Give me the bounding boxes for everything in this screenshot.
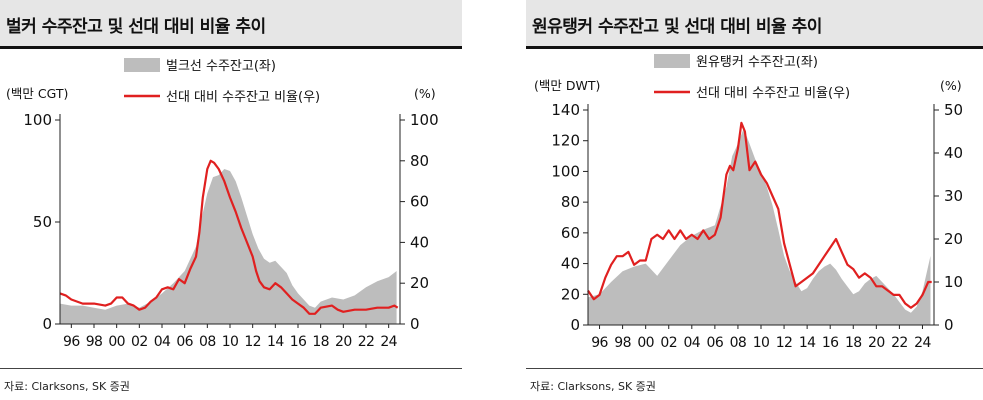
x-tick-label: 08: [199, 334, 216, 350]
x-tick-label: 22: [891, 335, 908, 351]
source-note: 자료: Clarksons, SK 증권: [4, 380, 130, 393]
left-y-tick-label: 0: [570, 316, 580, 334]
source-note: 자료: Clarksons, SK 증권: [530, 380, 656, 393]
orderbook-ratio-line-series: [59, 159, 399, 315]
x-tick-label: 16: [822, 335, 839, 351]
x-tick-label: 12: [776, 335, 793, 351]
bulker-chart: 0 50 100 0 20 40 60 80 100 96 98 00 02 04 06 08 10 12 14 16…: [6, 58, 439, 350]
left-y-tick-label: 140: [551, 101, 580, 119]
right-y-tick-label: 100: [410, 111, 439, 129]
left-y-tick-label: 100: [551, 162, 580, 180]
left-y-tick-label: 50: [33, 213, 52, 231]
x-tick-label: 18: [312, 334, 329, 350]
x-tick-label: 04: [683, 335, 700, 351]
x-tick-label: 16: [290, 334, 307, 350]
left-y-tick-label: 60: [561, 224, 580, 242]
x-tick-label: 24: [380, 334, 397, 350]
x-tick-label: 98: [86, 334, 103, 350]
right-y-tick-label: 0: [944, 316, 954, 334]
bulker-chart-panel: 벌커 수주잔고 및 선대 대비 비율 추이 0 50 100 0 20 40 60 80 100…: [0, 0, 462, 400]
x-tick-label: 14: [267, 334, 284, 350]
x-tick-label: 20: [868, 335, 885, 351]
orderbook-ratio-line-series: [587, 121, 932, 309]
x-tick-label: 98: [614, 335, 631, 351]
x-tick-label: 06: [176, 334, 193, 350]
left-axis-unit: (백만 DWT): [534, 78, 600, 93]
x-tick-label: 20: [335, 334, 352, 350]
x-tick-label: 02: [660, 335, 677, 351]
chart-title: 원유탱커 수주잔고 및 선대 대비 비율 추이: [532, 17, 822, 37]
tanker-chart-panel: 원유탱커 수주잔고 및 선대 대비 비율 추이 0 20 40 60 80 100 120 1…: [526, 0, 983, 400]
left-y-tick-label: 80: [561, 193, 580, 211]
orderbook-area-series: [60, 169, 397, 324]
orderbook-area-series: [588, 128, 931, 325]
x-tick-label: 22: [358, 334, 375, 350]
x-tick-label: 14: [799, 335, 816, 351]
right-y-tick-label: 10: [944, 273, 963, 291]
x-tick-label: 04: [154, 334, 171, 350]
left-y-tick-label: 20: [561, 285, 580, 303]
right-y-tick-label: 80: [410, 152, 429, 170]
title-bar: 벌커 수주잔고 및 선대 대비 비율 추이: [0, 0, 462, 46]
x-tick-label: 00: [637, 335, 654, 351]
right-y-tick-label: 30: [944, 187, 963, 205]
title-rule: [0, 46, 462, 49]
left-axis-unit: (백만 CGT): [6, 86, 68, 101]
right-y-tick-label: 40: [944, 144, 963, 162]
title-rule: [526, 46, 983, 49]
bottom-rule: [526, 368, 983, 369]
right-axis-unit: (%): [414, 86, 436, 101]
left-y-tick-label: 40: [561, 255, 580, 273]
chart-title: 벌커 수주잔고 및 선대 대비 비율 추이: [6, 17, 266, 37]
legend-label-line: 선대 대비 수주잔고 비율(우): [166, 90, 320, 105]
legend-label-line: 선대 대비 수주잔고 비율(우): [696, 86, 850, 101]
x-tick-label: 02: [131, 334, 148, 350]
tanker-chart: 0 20 40 60 80 100 120 140 0 10 20 30 40 50 96 98 00 02 04 0…: [534, 54, 963, 351]
left-y-tick-label: 0: [42, 315, 52, 333]
x-tick-label: 10: [753, 335, 770, 351]
right-y-tick-label: 20: [944, 230, 963, 248]
x-tick-label: 18: [845, 335, 862, 351]
x-tick-label: 96: [591, 335, 608, 351]
title-bar: 원유탱커 수주잔고 및 선대 대비 비율 추이: [526, 0, 983, 46]
left-y-tick-label: 100: [23, 111, 52, 129]
left-y-tick-label: 120: [551, 132, 580, 150]
right-y-tick-label: 40: [410, 233, 429, 251]
right-axis-unit: (%): [940, 78, 962, 93]
legend-label-area: 원유탱커 수주잔고(좌): [696, 55, 818, 70]
x-tick-label: 96: [63, 334, 80, 350]
right-y-tick-label: 20: [410, 274, 429, 292]
right-y-tick-label: 60: [410, 193, 429, 211]
x-tick-label: 12: [244, 334, 261, 350]
bottom-rule: [0, 368, 462, 369]
right-y-tick-label: 0: [410, 315, 420, 333]
legend-label-area: 벌크선 수주잔고(좌): [166, 59, 276, 74]
x-tick-label: 10: [222, 334, 239, 350]
x-tick-label: 00: [108, 334, 125, 350]
x-tick-label: 06: [707, 335, 724, 351]
x-tick-label: 08: [730, 335, 747, 351]
x-tick-label: 24: [914, 335, 931, 351]
legend-swatch-area: [654, 54, 690, 68]
right-y-tick-label: 50: [944, 101, 963, 119]
legend-swatch-area: [124, 58, 160, 72]
